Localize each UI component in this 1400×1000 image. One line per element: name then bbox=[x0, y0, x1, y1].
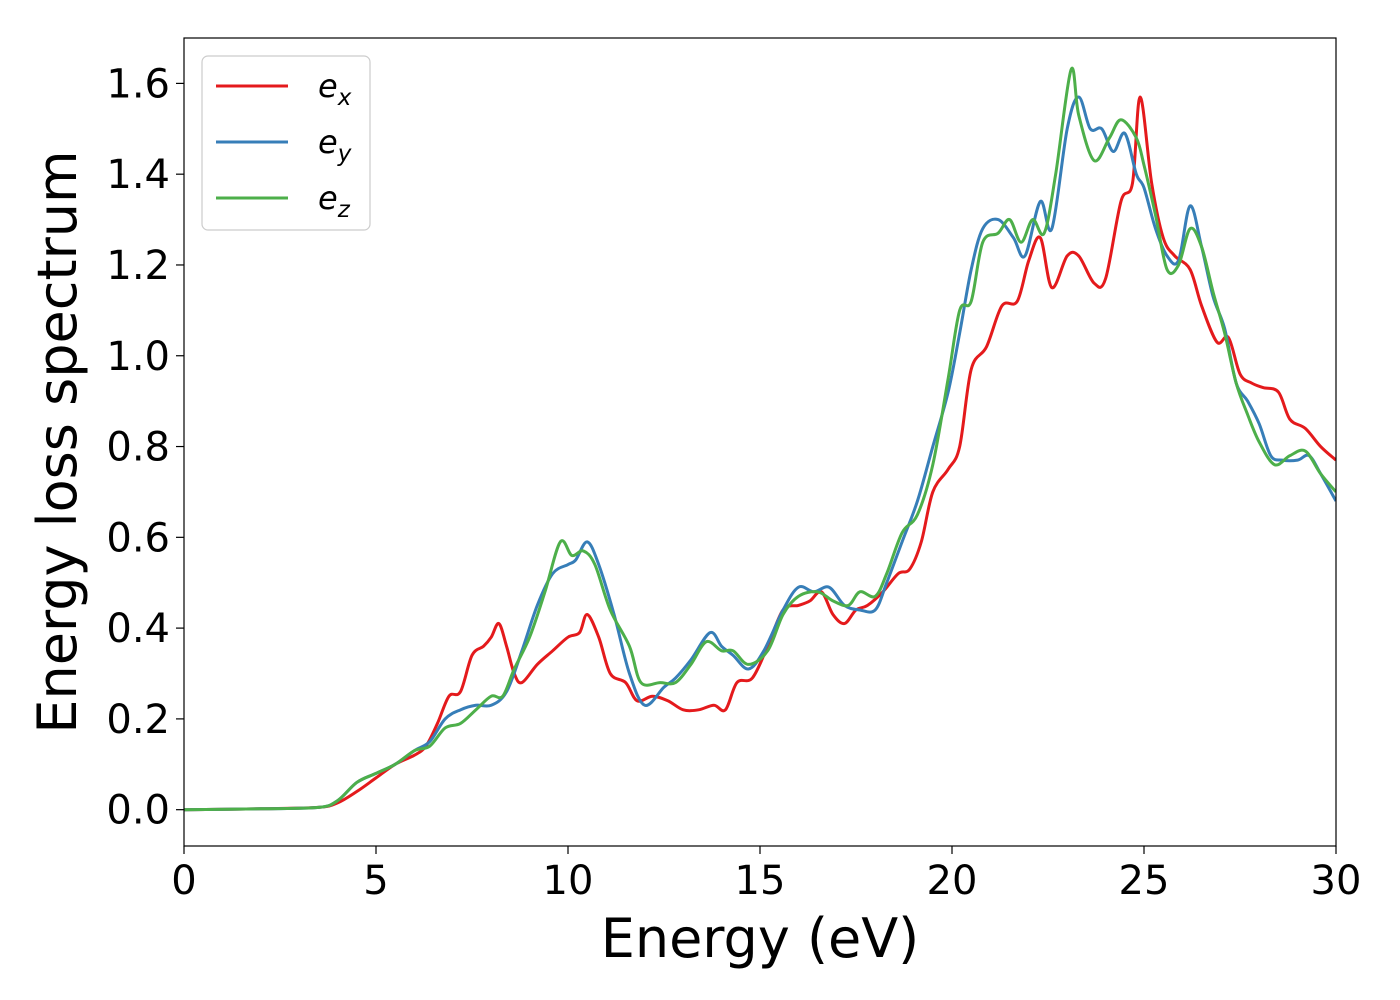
legend-label-x: ex bbox=[318, 67, 352, 111]
x-tick-label: 30 bbox=[1311, 858, 1362, 904]
y-axis: 0.0 0.2 0.4 0.6 0.8 1.0 1.2 1.4 1.6 bbox=[106, 61, 184, 834]
x-tick-label: 25 bbox=[1119, 858, 1170, 904]
y-tick-label: 0.0 bbox=[106, 788, 170, 834]
x-tick-label: 15 bbox=[735, 858, 786, 904]
x-tick-label: 20 bbox=[927, 858, 978, 904]
y-tick-label: 1.6 bbox=[106, 61, 170, 107]
x-axis: 0 5 10 15 20 25 30 bbox=[171, 846, 1361, 904]
series-line-y bbox=[184, 95, 1336, 812]
y-tick-label: 1.2 bbox=[106, 243, 170, 289]
y-tick-label: 0.2 bbox=[106, 697, 170, 743]
y-tick-label: 0.6 bbox=[106, 515, 170, 561]
y-tick-label: 0.4 bbox=[106, 606, 170, 652]
legend: ex ey ez bbox=[201, 55, 371, 231]
plot-area bbox=[184, 38, 1336, 846]
y-tick-label: 1.0 bbox=[106, 334, 170, 380]
series-layer bbox=[184, 66, 1336, 812]
y-tick-label: 0.8 bbox=[106, 425, 170, 471]
x-tick-label: 5 bbox=[363, 858, 388, 904]
y-tick-label: 1.4 bbox=[106, 152, 170, 198]
legend-label-y: ey bbox=[318, 123, 352, 167]
x-tick-label: 0 bbox=[171, 858, 196, 904]
legend-label-z: ez bbox=[318, 179, 351, 223]
y-axis-title: Energy loss spectrum bbox=[26, 150, 89, 733]
x-axis-title: Energy (eV) bbox=[601, 907, 920, 970]
series-line-z bbox=[184, 66, 1336, 812]
x-tick-label: 10 bbox=[543, 858, 594, 904]
